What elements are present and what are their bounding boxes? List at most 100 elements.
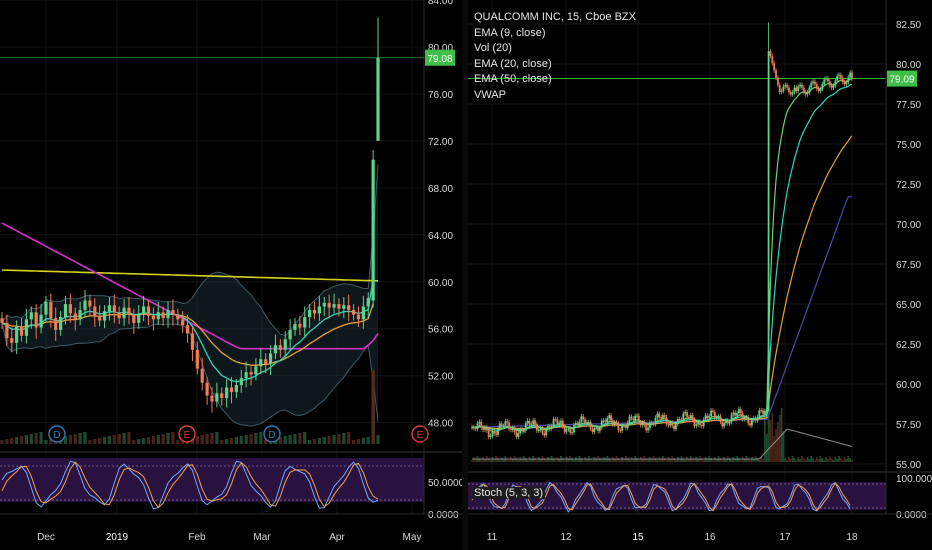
candle-body [259, 359, 263, 367]
volume-bar [112, 435, 116, 444]
volume-bar [819, 456, 822, 462]
volume-bar [700, 458, 703, 462]
volume-bar [332, 435, 336, 444]
volume-bar [254, 433, 258, 444]
time-tick-label: 11 [487, 532, 498, 543]
left-chart-panel[interactable]: D E D E 84.00 80.00 76.00 72.00 68.00 64.00 60.00… [0, 0, 465, 543]
volume-bar [847, 456, 850, 462]
volume-bar [497, 458, 499, 462]
candle-body [220, 393, 224, 398]
volume-bar [511, 459, 514, 462]
candle-body [205, 382, 209, 396]
candle-body [728, 421, 731, 424]
candle-body [142, 306, 146, 314]
candle-body [767, 51, 770, 412]
volume-bar [812, 458, 814, 462]
candle-body [782, 86, 785, 91]
volume-bar [604, 459, 607, 462]
candle-body [789, 92, 792, 95]
candle-body [526, 420, 529, 424]
candle-body [791, 92, 794, 95]
candle-body [814, 81, 816, 85]
candle-body [573, 425, 575, 433]
right-price-axis[interactable]: 82.50 80.00 77.50 75.00 72.50 70.00 67.50 65.00… [885, 0, 932, 521]
candle-body [808, 87, 811, 93]
candle-body [754, 418, 757, 421]
candle-body [19, 326, 24, 336]
candle-body [513, 427, 516, 433]
volume-bar [743, 459, 746, 462]
legend-ema50[interactable]: EMA (50, close) [474, 73, 552, 85]
time-tick-label: 12 [560, 532, 572, 543]
legend-ema9[interactable]: EMA (9, close) [474, 26, 546, 39]
candle-body [812, 81, 814, 83]
candle-body [669, 422, 672, 426]
volume-bar [706, 459, 709, 462]
candle-body [351, 309, 356, 315]
volume-bar [817, 459, 820, 462]
volume-average-line [472, 428, 853, 460]
legend-volume[interactable]: Vol (20) [474, 42, 512, 54]
volume-bar [650, 459, 653, 462]
left-price-axis[interactable]: 84.00 80.00 76.00 72.00 68.00 64.00 60.00 56.00… [423, 0, 465, 521]
legend-ema20[interactable]: EMA (20, close) [474, 57, 552, 70]
volume-bar [78, 433, 82, 444]
candle-body [524, 423, 527, 431]
volume-bar [478, 458, 481, 462]
volume-bar [244, 435, 248, 444]
volume-bar [595, 459, 598, 462]
price-tick-label: 52.00 [428, 372, 453, 383]
price-tick-label: 60.00 [428, 278, 453, 289]
candle-body [745, 417, 748, 419]
candle-body [713, 412, 716, 418]
dividend-event-label: D [53, 430, 60, 441]
candle-body [565, 429, 568, 432]
volume-bar [775, 429, 777, 462]
candle-body [584, 419, 586, 424]
candle-body [511, 427, 514, 430]
volume-bar [530, 459, 533, 462]
candle-body [801, 84, 803, 88]
stochastic-d-line [1, 461, 379, 509]
stochastic-band [0, 458, 424, 502]
candle-body [628, 416, 631, 423]
panel-divider[interactable] [462, 0, 468, 550]
candle-body [127, 307, 131, 315]
candle-body [489, 435, 492, 437]
volume-bar [176, 440, 180, 444]
legend-symbol[interactable]: QUALCOMM INC, 15, Cboe BZX [474, 11, 636, 23]
candle-body [763, 411, 766, 414]
candle-body [293, 324, 297, 330]
right-time-axis[interactable]: 11 12 15 16 17 18 [468, 513, 932, 543]
legend-vwap[interactable]: VWAP [474, 88, 506, 101]
candle-body [539, 428, 542, 431]
candle-body [589, 422, 592, 429]
candle-body [356, 314, 361, 320]
volume-bar [487, 458, 490, 462]
candle-body [817, 88, 820, 91]
left-time-axis[interactable]: Dec 2019 Feb Mar Apr May [0, 513, 462, 543]
candle-body [176, 314, 180, 320]
candle-body [504, 421, 507, 426]
candle-body [687, 417, 690, 419]
volume-bar [327, 436, 331, 444]
volume-bar [127, 432, 131, 444]
last-price-label: 79.09 [889, 75, 914, 86]
candle-body [621, 425, 624, 431]
candle-body [474, 428, 477, 430]
volume-bar [632, 459, 635, 462]
volume-bar [308, 440, 312, 444]
volume-bar [656, 460, 659, 462]
volume-bar [778, 415, 781, 462]
candle-body [485, 427, 488, 431]
price-tick-label: 80.00 [896, 60, 921, 71]
candle-body [758, 410, 761, 418]
candle-body [547, 426, 549, 430]
volume-bar [68, 435, 72, 444]
candle-body [695, 424, 698, 426]
stoch-legend[interactable]: Stoch (5, 3, 3) [472, 487, 546, 499]
candle-body [519, 429, 522, 434]
candle-body [654, 417, 657, 425]
price-tick-label: 62.50 [896, 340, 921, 351]
